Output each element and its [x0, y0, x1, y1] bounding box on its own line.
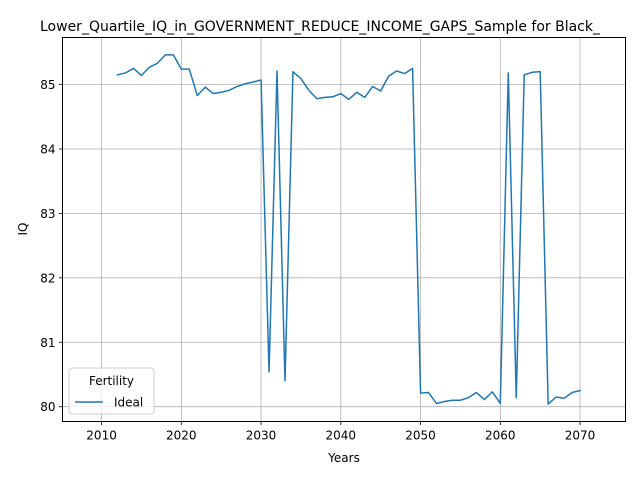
y-tick-label: 80 [40, 400, 55, 414]
legend: Fertility Ideal [68, 367, 155, 415]
plot-frame [62, 37, 626, 422]
y-tick-label: 81 [40, 336, 55, 350]
legend-title: Fertility [89, 374, 134, 388]
x-tick-label: 2060 [485, 429, 516, 443]
legend-label-ideal: Ideal [114, 396, 143, 410]
y-tick-label: 85 [40, 78, 55, 92]
x-tick-label: 2020 [166, 429, 197, 443]
series-layer [116, 54, 581, 405]
series-line-ideal [116, 54, 581, 405]
y-tick-label: 84 [40, 142, 55, 156]
x-tick-label: 2010 [86, 429, 117, 443]
y-tick-label: 83 [40, 207, 55, 221]
x-tick-label: 2050 [405, 429, 436, 443]
x-axis: 2010 2020 2030 2040 2050 2060 2070 [86, 421, 596, 443]
y-tick-label: 82 [40, 271, 55, 285]
x-axis-label: Years [327, 451, 360, 465]
y-axis: 80 81 82 83 84 85 [40, 78, 63, 414]
x-tick-label: 2030 [246, 429, 277, 443]
y-axis-label: IQ [16, 223, 30, 236]
x-tick-label: 2070 [565, 429, 596, 443]
chart-title: Lower_Quartile_IQ_in_GOVERNMENT_REDUCE_I… [40, 19, 601, 35]
x-tick-label: 2040 [326, 429, 357, 443]
